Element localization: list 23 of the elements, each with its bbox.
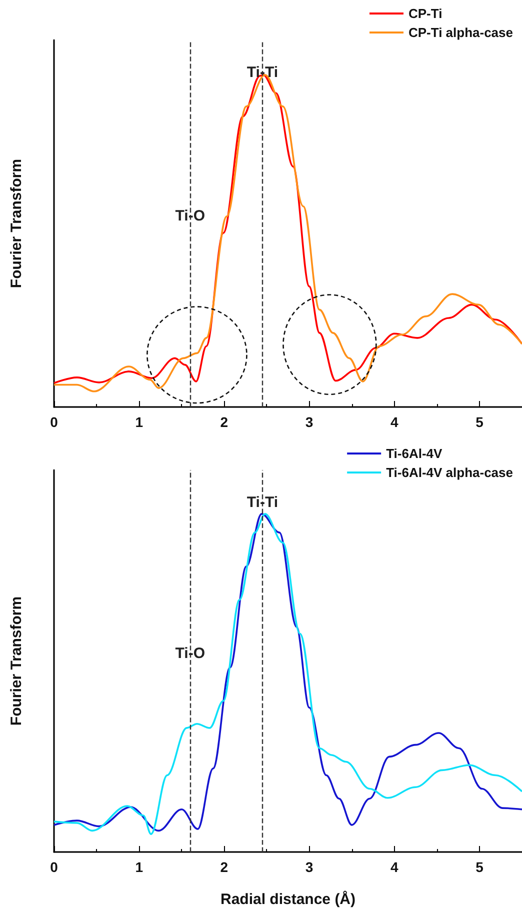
x-tick-label: 0 bbox=[50, 859, 58, 875]
x-tick-label: 2 bbox=[220, 859, 228, 875]
x-tick-label: 3 bbox=[305, 859, 314, 875]
legend-label: CP-Ti alpha-case bbox=[408, 25, 514, 40]
y-axis-title: Fourier Transform bbox=[8, 596, 25, 726]
x-tick-label: 4 bbox=[390, 414, 398, 430]
x-axis-title: Radial distance (Å) bbox=[220, 890, 356, 908]
ref-line-label: Ti-O bbox=[175, 645, 206, 662]
legend-label: Ti-6Al-4V alpha-case bbox=[386, 465, 513, 480]
x-tick-label: 2 bbox=[220, 414, 228, 430]
x-tick-label: 1 bbox=[135, 414, 144, 430]
ref-line-label: Ti-O bbox=[175, 208, 206, 224]
x-tick-label: 4 bbox=[390, 859, 398, 875]
x-tick-label: 1 bbox=[135, 859, 144, 875]
legend-label: Ti-6Al-4V bbox=[386, 446, 443, 461]
y-axis-title: Fourier Transform bbox=[8, 158, 25, 288]
x-tick-label: 5 bbox=[476, 414, 484, 430]
x-tick-label: 3 bbox=[305, 414, 314, 430]
legend-label: CP-Ti bbox=[408, 6, 442, 21]
ref-line-label: Ti-Ti bbox=[246, 494, 278, 511]
x-tick-label: 0 bbox=[50, 414, 58, 430]
ref-line-label: Ti-Ti bbox=[246, 64, 278, 81]
x-tick-label: 5 bbox=[476, 859, 484, 875]
